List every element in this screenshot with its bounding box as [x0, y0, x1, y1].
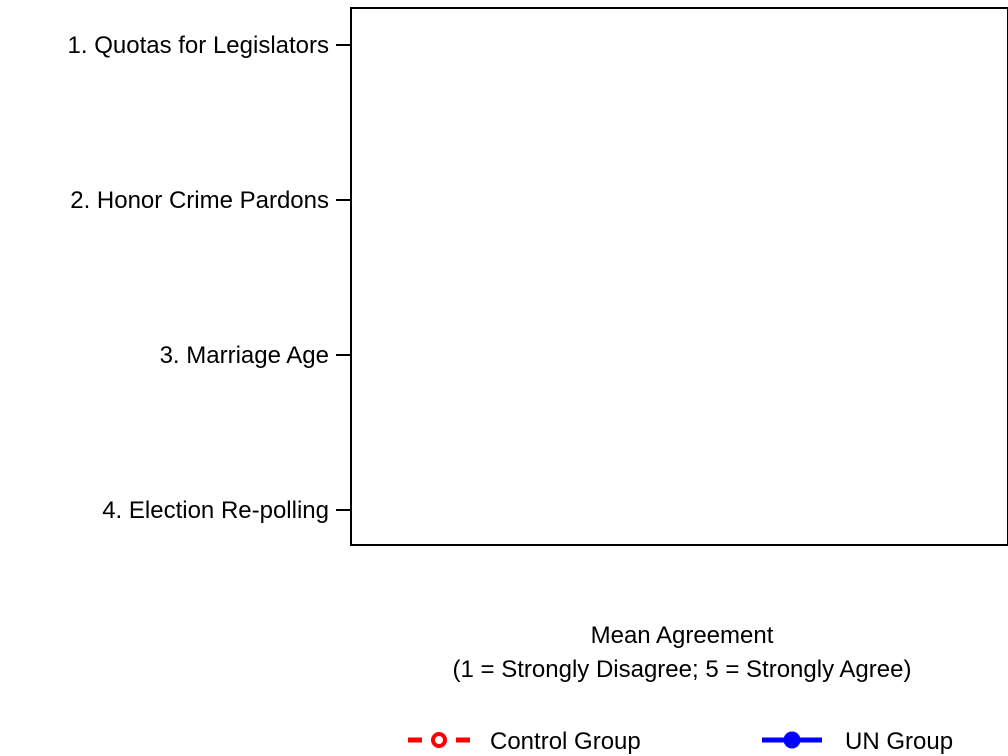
legend-label: Control Group — [490, 728, 641, 755]
legend-swatch-marker — [783, 731, 801, 749]
x-axis-title: Mean Agreement — [591, 622, 774, 649]
legend: Control Group UN Group — [408, 728, 953, 755]
legend-swatch-marker — [431, 732, 447, 748]
y-category-label: 3. Marriage Age — [160, 342, 329, 369]
y-category-label: 2. Honor Crime Pardons — [70, 187, 329, 214]
x-axis-subtitle: (1 = Strongly Disagree; 5 = Strongly Agr… — [453, 656, 912, 683]
y-category-label: 4. Election Re-polling — [102, 497, 329, 524]
plot-frame — [350, 7, 1008, 546]
y-axis: 1. Quotas for Legislators 2. Honor Crime … — [68, 32, 351, 524]
y-category-label: 1. Quotas for Legislators — [68, 32, 329, 59]
legend-label: UN Group — [845, 728, 953, 755]
